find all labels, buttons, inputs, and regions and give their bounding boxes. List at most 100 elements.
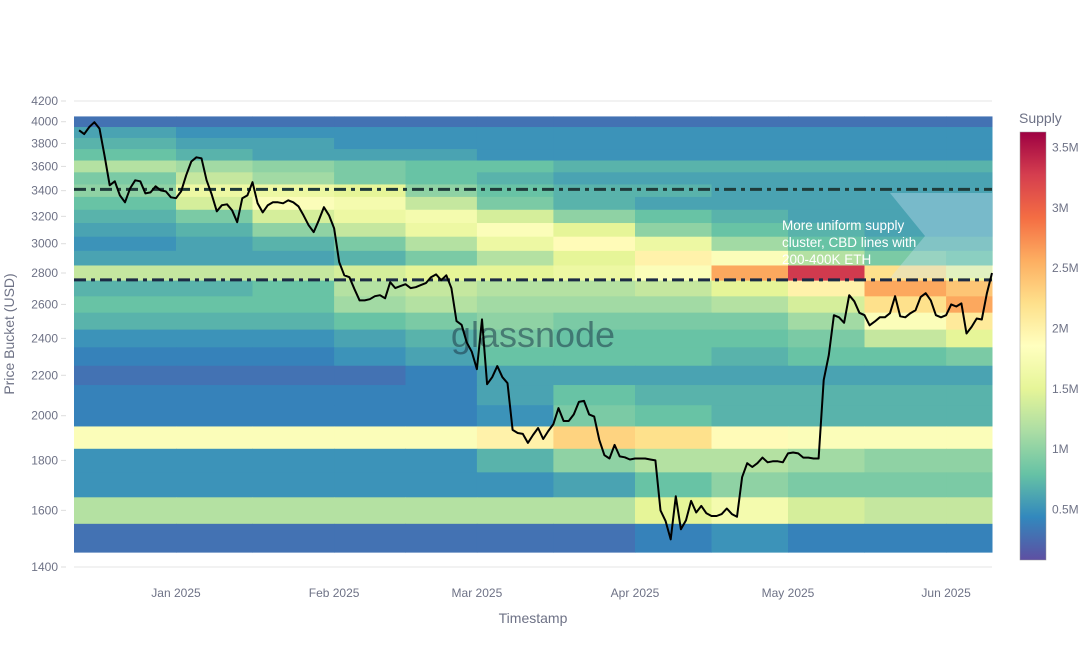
heatmap-cell: [405, 184, 478, 198]
heatmap-cell: [864, 184, 947, 198]
heatmap-cell: [334, 472, 406, 498]
heatmap-cell: [252, 172, 335, 185]
gridlines: [74, 100, 992, 568]
heatmap-cell: [711, 312, 789, 331]
heatmap-cell: [864, 196, 947, 211]
heatmap-cell: [946, 116, 993, 128]
heatmap-cell: [252, 365, 335, 386]
cbd-reference-lines: [74, 187, 992, 282]
heatmap-cell: [74, 365, 177, 386]
heatmap-cell: [553, 223, 636, 238]
heatmap-cell: [74, 329, 177, 348]
heatmap-cell: [711, 184, 789, 198]
heatmap-cell: [635, 127, 712, 139]
heatmap-cell: [788, 137, 865, 150]
heatmap-cell: [711, 523, 789, 553]
heatmap-cell: [74, 236, 177, 252]
heatmap-cell: [252, 472, 335, 498]
heatmap-cell: [252, 250, 335, 266]
heatmap-cell: [635, 472, 712, 498]
y-tick-label: 2800: [31, 266, 58, 280]
heatmap-cell: [788, 250, 865, 266]
heatmap-cell: [252, 127, 335, 139]
heatmap-cell: [553, 196, 636, 211]
heatmap-cell: [334, 497, 406, 525]
heatmap-cell: [476, 160, 554, 173]
heatmap[interactable]: [74, 116, 993, 553]
heatmap-cell: [788, 472, 865, 498]
heatmap-cell: [711, 137, 789, 150]
heatmap-cell: [864, 405, 947, 427]
heatmap-cell: [788, 280, 865, 297]
heatmap-cell: [252, 149, 335, 162]
heatmap-cell: [476, 329, 554, 348]
heatmap-cell: [711, 347, 789, 367]
heatmap-cell: [476, 523, 554, 553]
heatmap-cell: [788, 385, 865, 406]
heatmap-cell: [252, 385, 335, 406]
heatmap-cell: [553, 385, 636, 406]
annotation-text: More uniform supply cluster, CBD lines w…: [782, 218, 916, 267]
heatmap-cell: [711, 265, 789, 282]
heatmap-cell: [74, 209, 177, 224]
heatmap-cell: [252, 280, 335, 297]
colorbar-tick-label: 1.5M: [1052, 382, 1079, 396]
heatmap-cell: [635, 172, 712, 185]
x-tick-label: Jan 2025: [151, 586, 201, 600]
heatmap-cell: [476, 137, 554, 150]
y-tick-label: 3200: [31, 209, 58, 223]
heatmap-cell: [946, 365, 993, 386]
heatmap-cell: [946, 472, 993, 498]
heatmap-cell: [74, 172, 177, 185]
heatmap-cell: [864, 385, 947, 406]
heatmap-cell: [864, 149, 947, 162]
heatmap-cell: [252, 265, 335, 282]
heatmap-cell: [946, 296, 993, 314]
heatmap-cell: [74, 250, 177, 266]
heatmap-cell: [711, 405, 789, 427]
heatmap-cell: [635, 265, 712, 282]
heatmap-cell: [553, 184, 636, 198]
heatmap-cell: [553, 149, 636, 162]
heatmap-cell: [711, 196, 789, 211]
heatmap-cell: [946, 448, 993, 473]
heatmap-cell: [711, 223, 789, 238]
heatmap-cell: [946, 385, 993, 406]
heatmap-cell: [74, 223, 177, 238]
heatmap-cell: [553, 312, 636, 331]
heatmap-cell: [74, 149, 177, 162]
heatmap-cell: [176, 236, 253, 252]
heatmap-cell: [476, 127, 554, 139]
heatmap-cell: [711, 209, 789, 224]
heatmap-cell: [635, 196, 712, 211]
heatmap-cell: [635, 296, 712, 314]
heatmap-cell: [635, 426, 712, 450]
heatmap-cell: [476, 250, 554, 266]
heatmap-cell: [864, 280, 947, 297]
heatmap-cell: [553, 472, 636, 498]
heatmap-cell: [252, 405, 335, 427]
heatmap-cell: [864, 365, 947, 386]
heatmap-cell: [74, 160, 177, 173]
heatmap-cell: [635, 149, 712, 162]
heatmap-cell: [405, 426, 478, 450]
heatmap-cell: [176, 250, 253, 266]
heatmap-cell: [635, 236, 712, 252]
heatmap-cell: [864, 223, 947, 238]
heatmap-cell: [334, 347, 406, 367]
heatmap-cell: [476, 385, 554, 406]
heatmap-cell: [252, 160, 335, 173]
heatmap-cell: [176, 265, 253, 282]
heatmap-cell: [788, 116, 865, 128]
heatmap-cell: [74, 196, 177, 211]
heatmap-cell: [334, 184, 406, 198]
heatmap-cell: [553, 209, 636, 224]
price-line[interactable]: [78, 121, 993, 541]
heatmap-cell: [405, 196, 478, 211]
heatmap-cell: [553, 523, 636, 553]
heatmap-cell: [176, 365, 253, 386]
heatmap-cell: [864, 497, 947, 525]
heatmap-cell: [946, 209, 993, 224]
heatmap-cell: [334, 223, 406, 238]
heatmap-cell: [405, 448, 478, 473]
